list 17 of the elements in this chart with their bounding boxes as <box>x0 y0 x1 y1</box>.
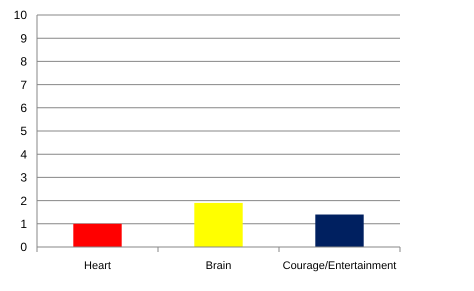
y-tick-label: 8 <box>20 54 28 69</box>
y-tick-label: 2 <box>20 194 28 208</box>
bar <box>315 214 364 247</box>
y-tick-label: 3 <box>20 170 28 185</box>
y-tick-label: 6 <box>20 101 28 115</box>
y-tick-label: 4 <box>20 147 28 162</box>
x-tick-label: Heart <box>84 260 111 272</box>
bar <box>194 202 243 247</box>
y-tick-label: 0 <box>20 240 28 254</box>
y-tick-label: 9 <box>20 31 28 46</box>
bar <box>73 224 122 247</box>
y-tick-label: 5 <box>20 124 28 138</box>
x-tick-label: Brain <box>206 260 232 272</box>
y-tick-label: 1 <box>20 217 28 231</box>
x-tick-label: Courage/Entertainment <box>282 260 396 272</box>
y-tick-label: 7 <box>20 78 28 92</box>
y-tick-label: 10 <box>14 8 28 22</box>
